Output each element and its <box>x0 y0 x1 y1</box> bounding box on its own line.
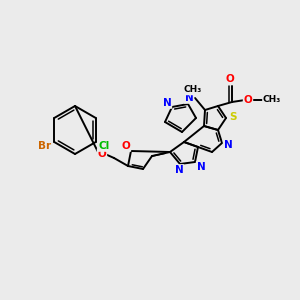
Text: O: O <box>244 95 252 105</box>
Text: CH₃: CH₃ <box>263 95 281 104</box>
Text: O: O <box>226 74 234 84</box>
Text: N: N <box>163 98 171 108</box>
Text: N: N <box>184 93 194 103</box>
Text: Cl: Cl <box>98 141 110 151</box>
Text: S: S <box>229 112 237 122</box>
Text: O: O <box>122 141 130 151</box>
Text: Br: Br <box>38 141 51 151</box>
Text: N: N <box>224 140 232 150</box>
Text: CH₃: CH₃ <box>184 85 202 94</box>
Text: O: O <box>98 149 106 159</box>
Text: N: N <box>196 162 206 172</box>
Text: N: N <box>175 165 183 175</box>
